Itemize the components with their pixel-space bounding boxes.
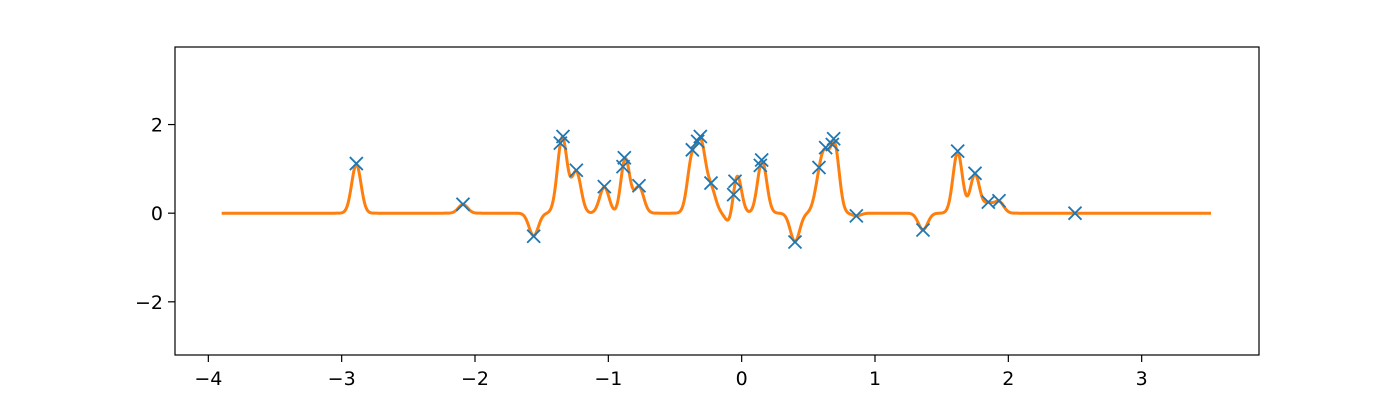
data-point xyxy=(825,137,840,152)
data-point xyxy=(685,142,700,157)
y-tick-label: 2 xyxy=(151,115,163,137)
x-tick-label: −2 xyxy=(461,368,489,390)
x-tick-label: 1 xyxy=(869,368,881,390)
data-point xyxy=(1067,206,1083,221)
data-point xyxy=(753,158,768,173)
data-point xyxy=(569,163,584,178)
x-tick-label: −3 xyxy=(328,368,356,390)
data-point xyxy=(726,187,741,202)
data-point xyxy=(787,234,803,250)
x-axis: −4 −3 −2 −1 0 1 2 3 xyxy=(194,355,1148,390)
data-point xyxy=(455,197,471,212)
x-tick-label: −1 xyxy=(594,368,622,390)
x-tick-label: 3 xyxy=(1136,368,1148,390)
axes-frame xyxy=(174,46,1260,356)
data-point xyxy=(631,178,647,193)
y-axis: −2 0 2 xyxy=(135,115,175,314)
plot-area xyxy=(220,129,1212,250)
x-tick-label: 0 xyxy=(736,368,748,390)
data-point xyxy=(849,208,864,223)
data-point xyxy=(555,129,571,144)
data-point xyxy=(526,229,541,244)
data-point xyxy=(754,152,769,168)
data-point xyxy=(597,179,612,194)
data-point xyxy=(950,144,965,159)
data-point xyxy=(967,166,983,181)
data-point xyxy=(811,160,827,175)
data-point xyxy=(991,193,1007,208)
y-tick-label: −2 xyxy=(135,292,163,314)
data-point xyxy=(703,175,719,191)
data-point xyxy=(617,150,632,165)
x-tick-label: 2 xyxy=(1002,368,1014,390)
data-point xyxy=(727,174,743,189)
data-point xyxy=(826,131,841,146)
data-point xyxy=(693,129,708,144)
fitted-curve xyxy=(220,135,1212,243)
data-point xyxy=(915,222,931,238)
y-tick-label: 0 xyxy=(151,203,163,225)
data-point xyxy=(349,156,364,171)
x-tick-label: −4 xyxy=(194,368,222,390)
